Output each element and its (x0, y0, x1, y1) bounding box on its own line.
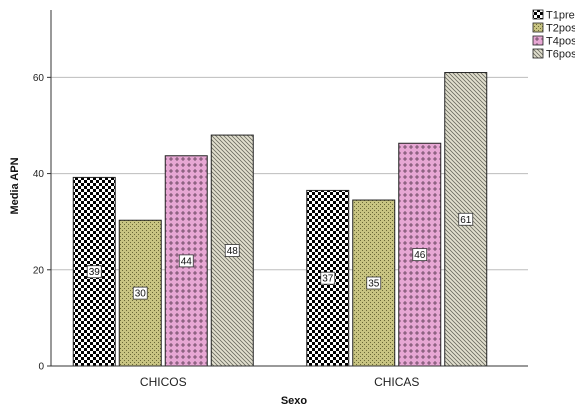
data-label: 46 (414, 250, 426, 261)
y-tick-label: 20 (33, 265, 45, 276)
bars: 39 30 44 48 37 35 46 61 (72, 72, 488, 367)
data-label-box (458, 212, 474, 226)
legend-label-T4post: T4post (546, 36, 575, 48)
data-label: 61 (460, 215, 472, 226)
data-label-box (412, 248, 428, 262)
data-label-box (86, 265, 102, 279)
data-label: 30 (135, 289, 147, 300)
legend: T1preT2postT4postT6post (532, 9, 575, 61)
data-label-box (366, 276, 382, 290)
x-tick-label: CHICAS (374, 375, 419, 389)
data-label: 35 (368, 279, 380, 290)
y-tick-label: 40 (33, 169, 45, 180)
data-label-box (178, 254, 194, 268)
legend-label-T2post: T2post (546, 23, 575, 35)
data-label: 37 (322, 274, 334, 285)
legend-swatch-T6post (532, 48, 544, 59)
legend-label-T1pre: T1pre (546, 10, 575, 22)
y-axis-title: Media APN (9, 157, 21, 214)
legend-swatch-T2post (532, 22, 544, 33)
x-tick-label: CHICOS (140, 375, 187, 389)
data-label-box (132, 286, 148, 300)
data-label-box (224, 244, 240, 257)
data-label-box (320, 271, 336, 285)
data-label: 48 (227, 246, 239, 257)
legend-swatch-T4post (532, 35, 544, 46)
data-label: 39 (89, 267, 101, 278)
legend-swatch-T1pre (532, 9, 544, 20)
x-axis-title: Sexo (281, 395, 308, 407)
axes: 0 20 40 60 CHICOS CHICAS (33, 10, 528, 389)
y-tick-label: 0 (38, 362, 44, 373)
y-tick-label: 60 (33, 73, 45, 84)
data-label: 44 (181, 256, 193, 267)
legend-label-T6post: T6post (546, 49, 575, 61)
